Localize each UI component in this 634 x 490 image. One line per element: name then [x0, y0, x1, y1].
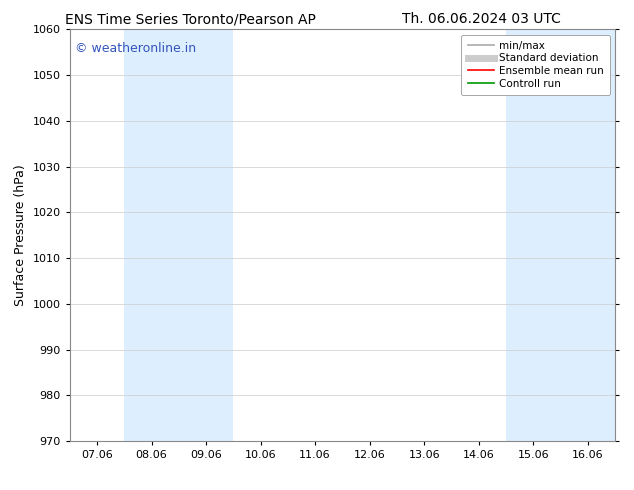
- Bar: [124, 29, 233, 441]
- Text: © weatheronline.in: © weatheronline.in: [75, 42, 197, 55]
- Y-axis label: Surface Pressure (hPa): Surface Pressure (hPa): [14, 164, 27, 306]
- Text: Th. 06.06.2024 03 UTC: Th. 06.06.2024 03 UTC: [403, 12, 561, 26]
- Legend: min/max, Standard deviation, Ensemble mean run, Controll run: min/max, Standard deviation, Ensemble me…: [462, 35, 610, 95]
- Text: ENS Time Series Toronto/Pearson AP: ENS Time Series Toronto/Pearson AP: [65, 12, 316, 26]
- Bar: [506, 29, 615, 441]
